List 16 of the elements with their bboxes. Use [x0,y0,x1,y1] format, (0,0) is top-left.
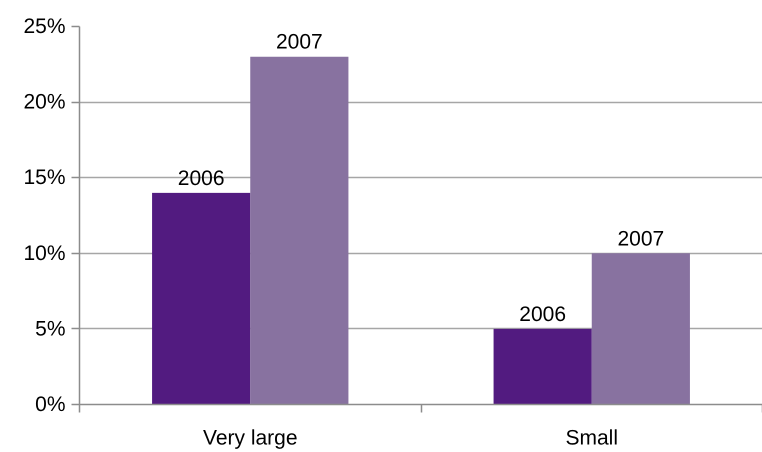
bar [494,328,592,404]
series-label: 2006 [178,166,225,190]
series-label: 2007 [276,30,323,54]
x-tick-label: Small [565,426,618,450]
y-tick-label: 15% [23,166,66,190]
bar [152,192,250,404]
x-tick-label: Very large [202,426,298,450]
text: 2006 [519,302,566,326]
y-tick-label: 10% [23,242,66,265]
y-tick-label: 5% [35,317,66,340]
y-tick-label: 20% [23,90,66,114]
y-tick-label: 0% [35,393,66,416]
text: 2007 [617,227,664,250]
bar [250,56,348,404]
bar [592,253,690,404]
y-tick-label: 25% [23,15,66,38]
